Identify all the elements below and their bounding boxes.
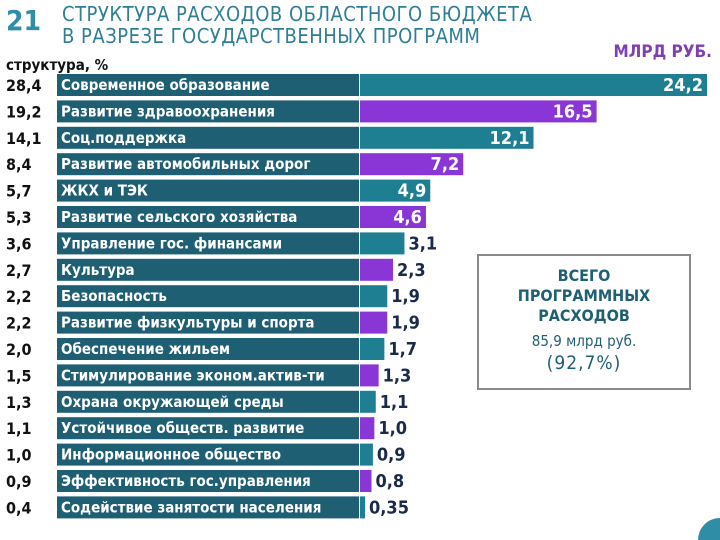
- title-line-2: В РАЗРЕЗЕ ГОСУДАРСТВЕННЫХ ПРОГРАММ: [62, 24, 481, 48]
- share-label: 5,3: [6, 208, 32, 227]
- units-label: МЛРД РУБ.: [613, 42, 712, 62]
- value-label: 0,8: [375, 471, 404, 492]
- slide-number: 21: [6, 4, 42, 37]
- bar: [360, 496, 366, 519]
- category-box: [57, 390, 359, 413]
- value-label: 1,3: [383, 365, 412, 386]
- value-label: 1,7: [388, 339, 417, 360]
- bar: [360, 232, 405, 255]
- category-label: Культура: [61, 261, 135, 279]
- category-box: [57, 443, 359, 466]
- bar: [360, 153, 464, 176]
- category-label: Стимулирование эконом.актив-ти: [61, 366, 325, 384]
- bar: [360, 390, 376, 413]
- value-label: 7,2: [431, 154, 460, 175]
- category-box: [57, 100, 359, 123]
- value-label: 1,1: [380, 392, 409, 413]
- share-label: 8,4: [6, 155, 32, 174]
- share-label: 1,5: [6, 366, 32, 385]
- total-label: ВСЕГО ПРОГРАММНЫХ РАСХОДОВ: [517, 266, 651, 325]
- bar: [360, 206, 426, 228]
- category-label: Содействие занятости населения: [61, 498, 321, 516]
- value-label: 1,9: [391, 286, 420, 307]
- category-box: [57, 74, 359, 96]
- share-label: 5,7: [6, 182, 32, 201]
- value-label: 2,3: [397, 260, 426, 281]
- value-label: 1,9: [391, 313, 420, 334]
- category-label: Современное образование: [61, 76, 270, 94]
- category-label: Управление гос. финансами: [61, 234, 282, 252]
- title-line-1: СТРУКТУРА РАСХОДОВ ОБЛАСТНОГО БЮДЖЕТА: [62, 2, 533, 26]
- value-label: 12,1: [490, 128, 530, 149]
- share-label: 0,4: [6, 498, 32, 517]
- share-label: 19,2: [6, 102, 42, 121]
- category-box: [57, 258, 359, 281]
- category-label: Развитие физкультуры и спорта: [61, 314, 315, 332]
- value-label: 24,2: [663, 75, 703, 96]
- share-label: 3,6: [6, 234, 32, 253]
- category-label: Безопасность: [61, 287, 167, 305]
- value-label: 4,9: [398, 181, 427, 202]
- bar: [360, 179, 431, 202]
- bar: [360, 311, 388, 334]
- category-box: [57, 496, 359, 519]
- value-label: 1,0: [378, 418, 407, 439]
- bar: [360, 126, 534, 149]
- category-box: [57, 232, 359, 255]
- bar: [360, 338, 385, 360]
- category-label: Обеспечение жильем: [61, 340, 230, 358]
- category-box: [57, 179, 359, 202]
- category-box: [57, 126, 359, 149]
- category-label: Развитие автомобильных дорог: [61, 155, 310, 173]
- category-label: Соц.поддержка: [61, 129, 186, 147]
- share-label: 2,2: [6, 314, 32, 333]
- category-box: [57, 417, 359, 440]
- share-label: 1,3: [6, 393, 32, 412]
- total-share: (92,7%): [546, 352, 622, 374]
- category-box: [57, 338, 359, 360]
- bar: [360, 74, 707, 96]
- bar: [360, 100, 597, 123]
- value-label: 3,1: [408, 233, 437, 254]
- structure-label: структура, %: [6, 56, 109, 74]
- share-label: 1,1: [6, 419, 32, 438]
- header: 21 СТРУКТУРА РАСХОДОВ ОБЛАСТНОГО БЮДЖЕТА…: [0, 0, 720, 62]
- category-box: [57, 470, 359, 492]
- value-label: 4,6: [393, 207, 422, 228]
- bar: [360, 443, 373, 466]
- category-label: Развитие сельского хозяйства: [61, 208, 297, 226]
- share-label: 2,7: [6, 261, 32, 280]
- category-label: ЖКХ и ТЭК: [61, 182, 148, 200]
- bar: [360, 364, 379, 387]
- value-label: 16,5: [553, 101, 593, 122]
- total-amount: 85,9 млрд руб.: [531, 332, 637, 350]
- category-box: [57, 364, 359, 387]
- category-box: [57, 206, 359, 228]
- bar: [360, 285, 388, 308]
- category-box: [57, 285, 359, 308]
- share-label: 14,1: [6, 129, 42, 148]
- share-label: 28,4: [6, 76, 42, 95]
- category-label: Информационное общество: [61, 446, 281, 464]
- bar: [360, 258, 393, 281]
- category-box: [57, 153, 359, 176]
- share-label: 1,0: [6, 446, 32, 465]
- bar: [360, 470, 372, 492]
- share-label: 0,9: [6, 472, 32, 491]
- value-label: 0,35: [369, 497, 409, 518]
- category-label: Охрана окружающей среды: [61, 393, 284, 411]
- category-label: Устойчивое обществ. развитие: [61, 419, 304, 437]
- value-label: 0,9: [377, 445, 406, 466]
- corner-decoration: [698, 518, 720, 540]
- share-label: 2,2: [6, 287, 32, 306]
- share-label: 2,0: [6, 340, 32, 359]
- bar: [360, 417, 375, 440]
- category-box: [57, 311, 359, 334]
- category-label: Развитие здравоохранения: [61, 102, 275, 120]
- total-box: ВСЕГО ПРОГРАММНЫХ РАСХОДОВ 85,9 млрд руб…: [477, 254, 691, 390]
- category-label: Эффективность гос.управления: [61, 472, 311, 490]
